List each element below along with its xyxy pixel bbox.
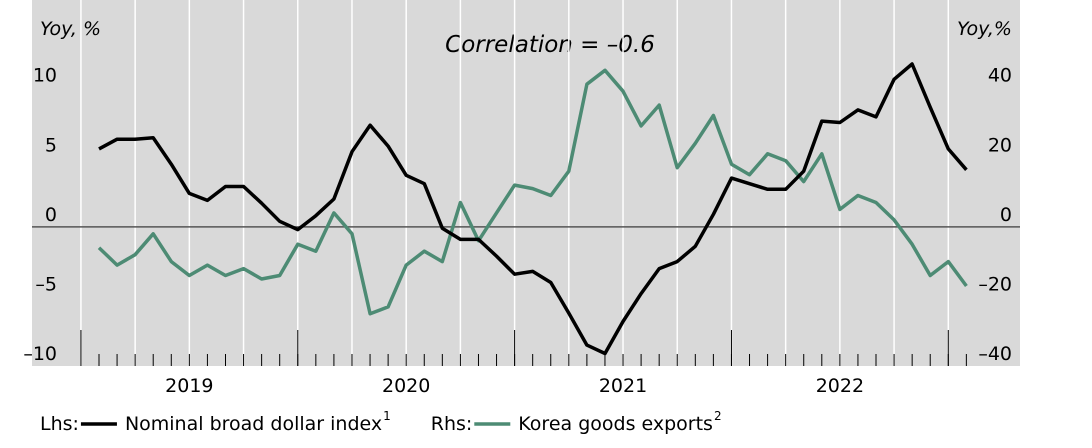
left-axis-unit: Yoy, % xyxy=(40,18,101,40)
y2-tick-label: 40 xyxy=(988,65,1012,87)
y2-tick-label: –20 xyxy=(978,273,1012,295)
y2-tick-label: –40 xyxy=(978,343,1012,365)
legend-prefix: Lhs: xyxy=(40,413,79,435)
plot-background xyxy=(32,0,1020,366)
y-tick-label: –5 xyxy=(35,273,57,295)
legend-footnote: 1 xyxy=(383,409,391,423)
y2-tick-label: 20 xyxy=(988,134,1012,156)
legend-label: Nominal broad dollar index xyxy=(125,413,382,435)
y-tick-label: –10 xyxy=(23,343,57,365)
y-tick-label: 5 xyxy=(45,134,57,156)
x-tick-label: 2022 xyxy=(816,375,864,397)
series-line xyxy=(98,62,968,356)
x-tick-label: 2019 xyxy=(165,375,213,397)
x-tick-label: 2020 xyxy=(382,375,430,397)
y-tick-label: 0 xyxy=(45,204,57,226)
y-tick-label: 10 xyxy=(33,65,57,87)
x-tick-label: 2021 xyxy=(599,375,647,397)
legend-footnote: 2 xyxy=(714,409,722,423)
right-axis-unit: Yoy,% xyxy=(957,18,1012,40)
y2-tick-label: 0 xyxy=(1000,204,1012,226)
correlation-note: Correlation = –0.6 xyxy=(445,32,655,58)
legend-prefix: Rhs: xyxy=(431,413,473,435)
legend-label: Korea goods exports xyxy=(518,413,713,435)
series-line xyxy=(97,68,968,316)
